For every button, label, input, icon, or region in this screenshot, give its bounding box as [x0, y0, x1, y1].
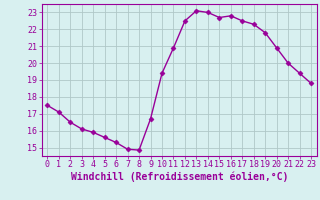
X-axis label: Windchill (Refroidissement éolien,°C): Windchill (Refroidissement éolien,°C)	[70, 172, 288, 182]
